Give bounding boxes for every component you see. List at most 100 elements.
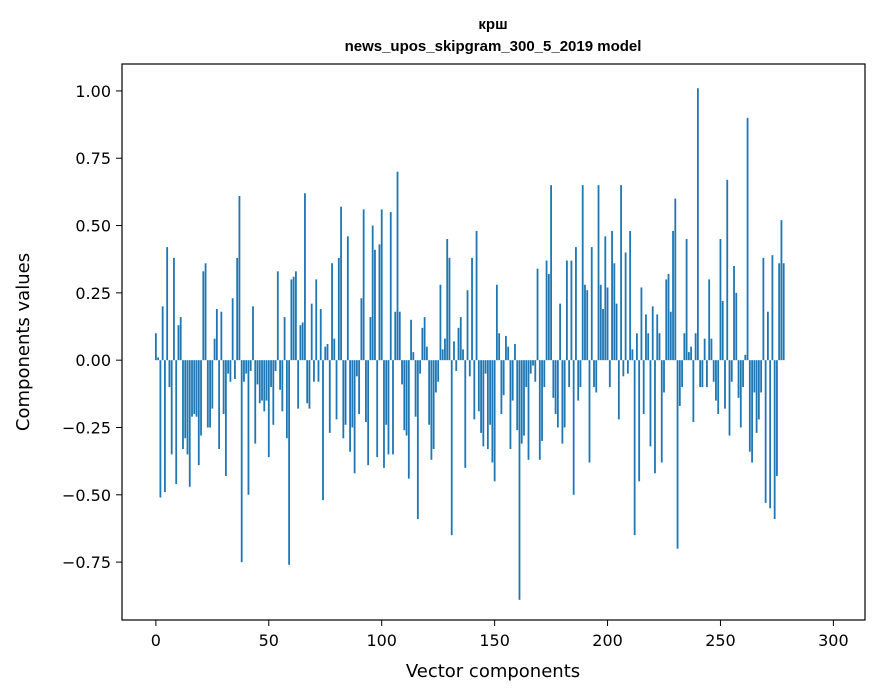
- bar: [448, 257, 451, 361]
- bar: [717, 360, 720, 415]
- bar: [762, 257, 765, 361]
- bar: [432, 360, 435, 450]
- bar: [640, 287, 643, 361]
- x-axis-label: Vector components: [406, 661, 580, 682]
- y-tick-label: 0.25: [75, 284, 111, 303]
- chart-subtitle: news_upos_skipgram_300_5_2019 model: [345, 38, 642, 55]
- bar: [712, 360, 715, 382]
- bar: [236, 257, 239, 361]
- bar: [188, 360, 191, 487]
- bar: [322, 360, 324, 501]
- bar: [527, 360, 530, 460]
- bar: [337, 257, 340, 361]
- bar: [365, 360, 367, 423]
- bar: [629, 230, 632, 361]
- bar: [575, 247, 577, 361]
- bar: [626, 360, 629, 374]
- bar: [252, 306, 254, 361]
- bar: [547, 274, 550, 361]
- bar: [383, 360, 385, 468]
- bar: [484, 360, 487, 374]
- bar: [523, 360, 525, 436]
- bar: [748, 360, 751, 452]
- bar: [724, 360, 726, 409]
- bar: [613, 263, 616, 361]
- bar: [674, 198, 677, 361]
- bar: [206, 360, 209, 428]
- bar: [692, 360, 695, 423]
- bar: [597, 185, 600, 361]
- bar: [401, 360, 403, 385]
- y-axis-ticks: −0.75 −0.50 −0.25 0.00 0.25 0.50 0.75 1.00: [62, 82, 122, 572]
- bar: [534, 360, 537, 382]
- x-tick-label: 300: [818, 631, 849, 650]
- bar: [477, 360, 480, 412]
- bar: [595, 360, 598, 393]
- bar: [606, 287, 609, 361]
- bar: [380, 209, 383, 361]
- x-tick-label: 0: [151, 631, 161, 650]
- bar: [430, 360, 433, 460]
- bar: [274, 360, 277, 371]
- bar: [602, 309, 604, 361]
- bar: [780, 220, 783, 361]
- bar: [514, 344, 516, 361]
- x-axis-ticks: 0 50 100 150 200 250 300: [151, 620, 849, 650]
- bar: [651, 306, 654, 361]
- bar: [599, 284, 602, 361]
- bar: [261, 360, 263, 401]
- bar: [563, 360, 566, 428]
- bar: [733, 265, 735, 361]
- y-tick-label: 0.75: [75, 149, 111, 168]
- y-axis-label: Components values: [13, 253, 34, 431]
- bar: [699, 360, 702, 388]
- bar: [459, 317, 462, 361]
- bar: [516, 360, 519, 431]
- bar: [349, 360, 351, 452]
- bar: [240, 360, 243, 563]
- bar: [310, 303, 313, 361]
- bar: [378, 244, 381, 361]
- bar: [480, 360, 482, 433]
- bar: [764, 360, 767, 503]
- bar: [412, 352, 415, 361]
- bar: [326, 344, 329, 361]
- bar: [258, 360, 261, 404]
- bar: [715, 360, 717, 401]
- bar: [299, 325, 302, 361]
- bar: [385, 360, 388, 425]
- bar: [511, 360, 514, 401]
- bar: [166, 247, 169, 361]
- bar: [746, 117, 749, 361]
- bar: [304, 193, 306, 361]
- bar: [450, 360, 453, 536]
- bar: [586, 290, 589, 361]
- bar: [489, 360, 492, 425]
- bar: [773, 360, 776, 520]
- bar: [493, 360, 496, 482]
- bar: [204, 263, 207, 361]
- bar: [245, 360, 248, 374]
- bar: [766, 311, 769, 361]
- bar: [719, 239, 722, 361]
- bar: [694, 333, 697, 361]
- bar: [656, 314, 659, 361]
- bar: [509, 360, 512, 450]
- bar: [536, 268, 539, 361]
- bar: [636, 333, 638, 361]
- bar: [782, 263, 785, 361]
- bar: [175, 360, 178, 485]
- bar: [735, 292, 738, 361]
- bar: [154, 333, 157, 361]
- bar: [529, 360, 532, 374]
- bar: [645, 314, 647, 361]
- bar: [270, 360, 272, 388]
- bar: [500, 360, 503, 415]
- plot-frame: [121, 63, 866, 621]
- bar: [362, 209, 365, 361]
- bar: [256, 360, 259, 385]
- bar: [371, 225, 374, 361]
- bar: [369, 317, 372, 361]
- bar: [276, 271, 279, 361]
